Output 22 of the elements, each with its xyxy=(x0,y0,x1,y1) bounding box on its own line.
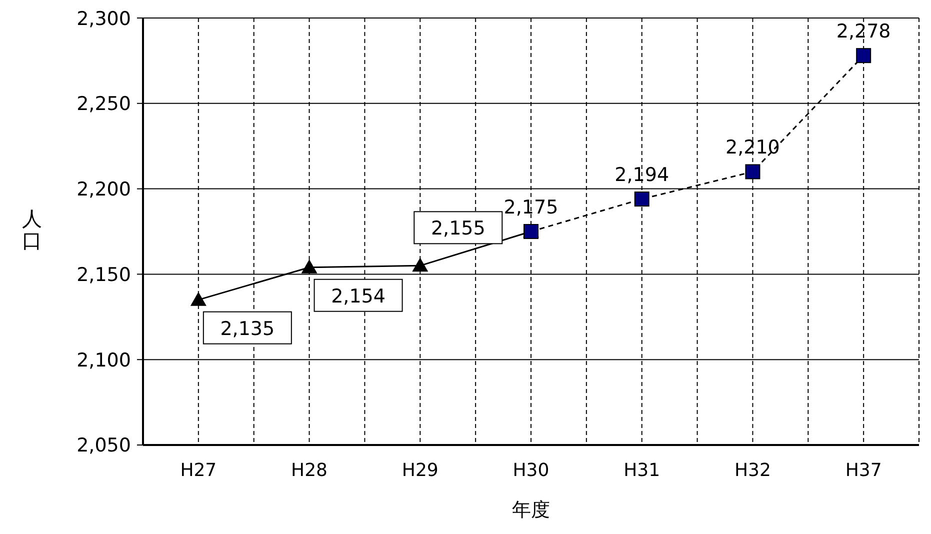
y-tick-label: 2,100 xyxy=(76,349,131,372)
x-tick-label: H32 xyxy=(734,460,771,481)
data-label: 2,278 xyxy=(836,20,891,43)
y-tick-label: 2,200 xyxy=(76,178,131,201)
data-label: 2,135 xyxy=(220,318,275,340)
x-tick-label: H31 xyxy=(624,460,660,481)
x-tick-label: H37 xyxy=(845,460,882,481)
data-label: 2,155 xyxy=(430,218,486,240)
x-tick-label: H30 xyxy=(512,460,550,481)
x-tick-label: H29 xyxy=(402,460,438,481)
y-tick-label: 2,150 xyxy=(76,264,131,286)
data-label: 2,210 xyxy=(726,136,780,159)
y-tick-label: 2,300 xyxy=(76,8,131,30)
data-label: 2,154 xyxy=(331,285,386,308)
data-label: 2,194 xyxy=(614,164,670,186)
x-tick-label: H28 xyxy=(291,460,328,481)
y-axis-title: 人口 xyxy=(22,206,42,252)
y-tick-label: 2,250 xyxy=(76,93,131,116)
x-tick-label: H27 xyxy=(180,460,217,481)
data-label: 2,175 xyxy=(504,196,558,218)
y-tick-label: 2,050 xyxy=(76,434,131,457)
x-axis-title: 年度 xyxy=(512,499,550,521)
